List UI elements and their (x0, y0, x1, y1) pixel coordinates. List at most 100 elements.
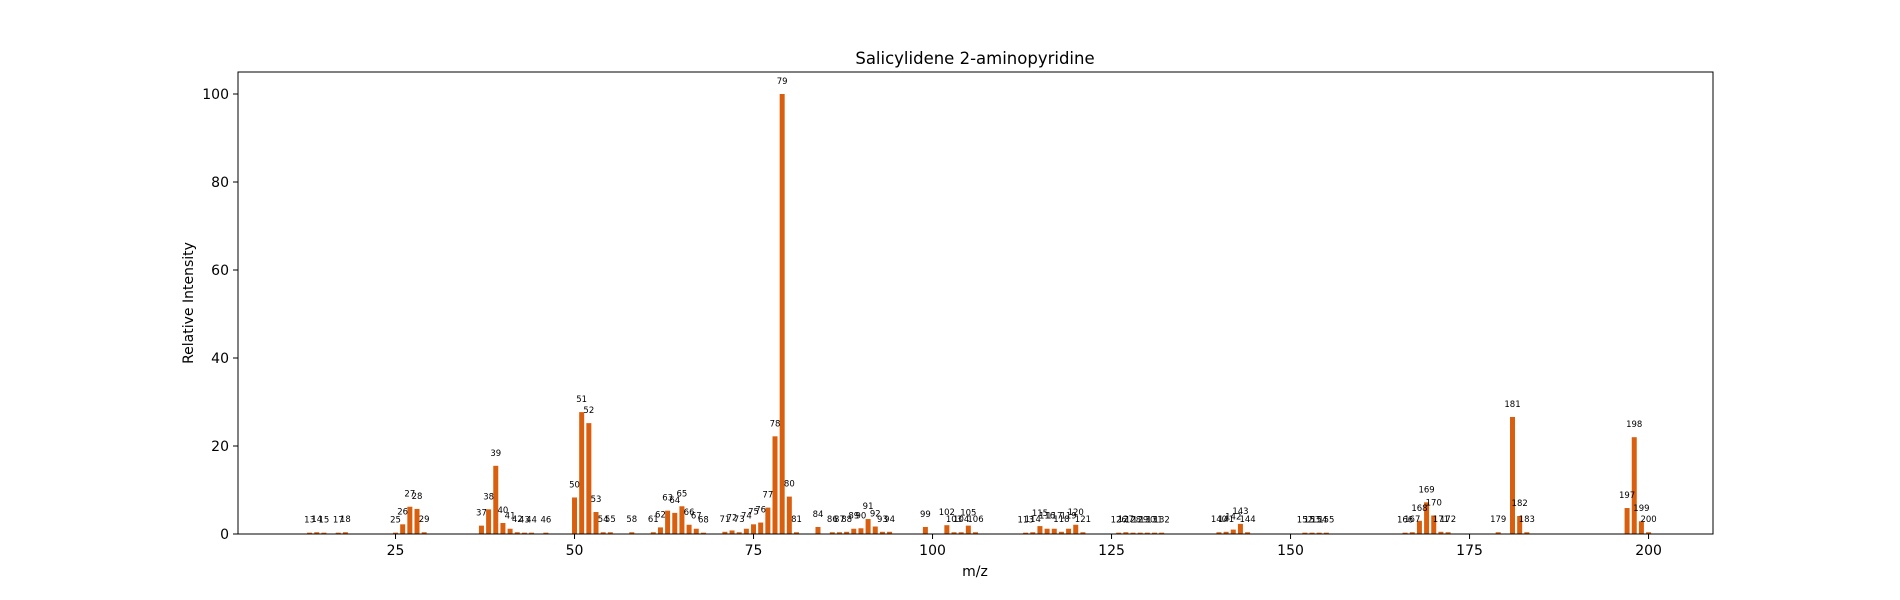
peak-label-179: 179 (1490, 515, 1506, 525)
y-axis-label: Relative Intensity (181, 242, 197, 364)
peak-bar-99 (922, 526, 928, 534)
peak-label-14: 14 (311, 515, 322, 525)
peak-label-154: 154 (1311, 516, 1327, 526)
peak-bar-182 (1517, 515, 1523, 534)
peak-label-53: 53 (591, 495, 602, 505)
peak-label-84: 84 (813, 510, 824, 520)
x-tick-label: 125 (1098, 543, 1125, 559)
peak-bar-118 (1058, 531, 1064, 534)
peak-label-113: 113 (1018, 516, 1034, 526)
peak-bar-81 (794, 532, 799, 534)
x-tick-label: 25 (387, 543, 405, 559)
peak-bar-78 (772, 436, 778, 534)
peak-label-143: 143 (1232, 507, 1248, 517)
peak-bar-64 (672, 512, 678, 534)
peak-bar-168 (1416, 520, 1422, 534)
peak-bar-140 (1216, 532, 1222, 534)
peak-label-198: 198 (1626, 420, 1642, 430)
peak-label-104: 104 (953, 515, 969, 525)
peak-label-27: 27 (404, 490, 415, 500)
peak-label-118: 118 (1053, 515, 1069, 525)
peak-bar-115 (1037, 526, 1043, 534)
peak-label-68: 68 (698, 516, 709, 526)
peak-label-90: 90 (856, 511, 867, 521)
chart-title: Salicylidene 2-aminopyridine (855, 49, 1094, 68)
peak-label-181: 181 (1504, 400, 1520, 410)
peak-label-78: 78 (770, 419, 781, 429)
peak-bar-65 (679, 506, 685, 534)
bars-group (307, 94, 1652, 534)
peak-label-42: 42 (512, 515, 523, 525)
peak-label-50: 50 (569, 480, 580, 490)
peak-bar-46 (543, 532, 549, 534)
peak-bar-93 (879, 531, 885, 534)
peak-label-105: 105 (960, 509, 976, 519)
peak-label-88: 88 (841, 515, 852, 525)
plot-frame (237, 71, 1714, 535)
peak-bar-67 (693, 528, 699, 534)
peak-bar-183 (1524, 532, 1530, 534)
peak-bar-102 (944, 525, 950, 534)
peak-bar-37 (478, 525, 484, 534)
peak-bar-117 (1051, 528, 1057, 534)
peak-label-28: 28 (412, 492, 423, 502)
peak-label-130: 130 (1139, 516, 1155, 526)
peak-label-171: 171 (1433, 515, 1449, 525)
peak-label-26: 26 (397, 507, 408, 517)
peak-bar-71 (722, 531, 728, 534)
peak-label-182: 182 (1512, 499, 1528, 509)
peak-bar-169 (1424, 502, 1430, 534)
peak-label-38: 38 (483, 492, 494, 502)
peak-bar-43 (521, 532, 527, 534)
peak-bar-130 (1144, 532, 1150, 534)
peak-bar-92 (872, 526, 878, 534)
peak-bar-91 (865, 519, 871, 534)
peak-bar-128 (1130, 532, 1136, 534)
peak-bar-132 (1159, 532, 1165, 534)
peak-label-61: 61 (648, 515, 659, 525)
peak-label-67: 67 (691, 512, 702, 522)
peak-label-29: 29 (419, 515, 430, 525)
peak-bar-87 (836, 532, 842, 534)
peak-label-73: 73 (734, 515, 745, 525)
peak-label-116: 116 (1039, 512, 1055, 522)
peak-bar-17 (335, 532, 341, 534)
peak-bar-77 (765, 507, 771, 534)
peak-label-131: 131 (1146, 516, 1162, 526)
peak-bar-52 (586, 423, 592, 534)
peak-bar-90 (858, 528, 864, 534)
peak-bar-13 (307, 532, 313, 534)
y-tick-label: 100 (202, 87, 229, 103)
x-axis-label: m/z (962, 564, 988, 580)
peak-bar-181 (1510, 416, 1516, 534)
peak-label-114: 114 (1025, 515, 1041, 525)
peak-bar-29 (421, 532, 427, 534)
peak-label-43: 43 (519, 516, 530, 526)
peak-label-55: 55 (605, 515, 616, 525)
peak-label-199: 199 (1633, 504, 1649, 514)
peak-label-166: 166 (1397, 516, 1413, 526)
peak-bar-61 (650, 532, 656, 534)
peak-bar-171 (1438, 531, 1444, 534)
peak-label-115: 115 (1032, 509, 1048, 519)
peak-bar-40 (500, 523, 506, 534)
peak-bar-172 (1445, 532, 1451, 534)
peak-label-58: 58 (626, 515, 637, 525)
peak-label-170: 170 (1426, 499, 1442, 509)
x-tick-label: 50 (566, 543, 584, 559)
peak-label-119: 119 (1060, 512, 1076, 522)
peak-bar-127 (1123, 532, 1129, 534)
peak-label-64: 64 (669, 496, 680, 506)
peak-label-121: 121 (1075, 515, 1091, 525)
peak-bar-53 (593, 512, 599, 534)
peak-bar-179 (1495, 532, 1501, 534)
peak-bar-72 (729, 530, 735, 534)
peak-bar-44 (529, 532, 535, 534)
peak-label-76: 76 (755, 506, 766, 516)
peak-label-141: 141 (1218, 515, 1234, 525)
peak-bar-116 (1044, 528, 1050, 534)
peak-label-91: 91 (863, 502, 874, 512)
peak-label-52: 52 (583, 406, 594, 416)
peak-label-17: 17 (333, 516, 344, 526)
peak-label-37: 37 (476, 509, 487, 519)
